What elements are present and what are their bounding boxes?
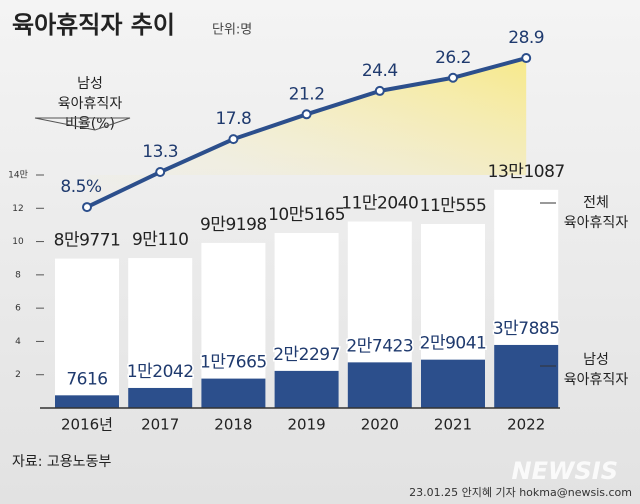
y-tick-label: 6 [15,304,21,314]
male-label: 1만2042 [127,362,194,382]
y-tick-label: 14만 [8,170,28,181]
x-tick-label: 2019 [288,416,326,434]
y-tick-label: 12 [12,204,23,214]
male-bar [274,370,339,408]
total-label: 10만5165 [268,205,345,225]
total-annotation: 전체 육아휴직자 [564,195,629,231]
x-tick-label: 2017 [141,416,179,434]
male-annotation: 남성 육아휴직자 [564,352,629,388]
line-area [87,58,527,208]
y-tick-label: 4 [15,337,21,347]
watermark: NEWSIS [512,457,618,485]
ratio-label: 8.5% [60,177,102,197]
ratio-label: 13.3 [142,142,178,162]
x-tick-label: 2021 [434,416,472,434]
male-bar [128,387,193,408]
x-tick-label: 2016년 [61,416,113,434]
total-label: 9만110 [132,230,188,250]
total-bar [128,258,193,408]
ratio-point [228,134,239,145]
ratio-point [374,85,385,96]
x-tick-label: 2018 [214,416,252,434]
plot: 2 4 6 8 10 12 14만 8만9771 9만110 9만9198 10만516511만20… [8,28,628,433]
male-bar [347,362,412,408]
source: 자료: 고용노동부 [12,454,111,470]
ratio-label: 24.4 [362,61,398,81]
total-bar [55,258,119,408]
chart-title: 육아휴직자 추이 [12,11,175,39]
male-label: 1만7665 [200,353,267,373]
total-label: 11만2040 [341,194,418,214]
ratio-point [448,72,458,83]
chart-subtitle: 단위:명 [212,23,252,38]
ratio-point [82,202,92,213]
y-tick-label: 2 [15,370,21,380]
ratio-point [301,109,312,120]
male-bar [55,395,119,408]
y-tick-label: 10 [12,237,24,247]
ratio-label: 26.2 [435,48,471,68]
ratio-label: 21.2 [289,84,325,104]
x-tick-label: 2020 [361,416,399,434]
total-label: 11만555 [420,196,487,216]
male-label: 3만7885 [493,319,560,339]
male-label: 2만7423 [346,336,413,356]
male-label: 2만2297 [273,345,340,365]
male-bar [494,344,559,408]
male-bar [421,359,485,408]
ratio-point [155,167,166,178]
ratio-annotation: 남성 육아휴직자 비율(%) [58,76,123,132]
total-label: 8만9771 [54,231,121,251]
credit: 23.01.25 안지혜 기자 hokma@newsis.com [409,486,632,499]
ratio-label: 28.9 [508,28,544,48]
callout [34,117,131,131]
male-label: 7616 [66,369,107,389]
y-tick-label: 8 [15,270,21,280]
ratio-point [521,53,532,64]
x-tick-label: 2022 [507,416,545,434]
total-label: 9만9198 [200,215,267,235]
male-bar [201,378,266,408]
male-label: 2만9041 [420,334,487,354]
total-label: 13만1087 [488,162,565,182]
ratio-label: 17.8 [215,109,251,129]
